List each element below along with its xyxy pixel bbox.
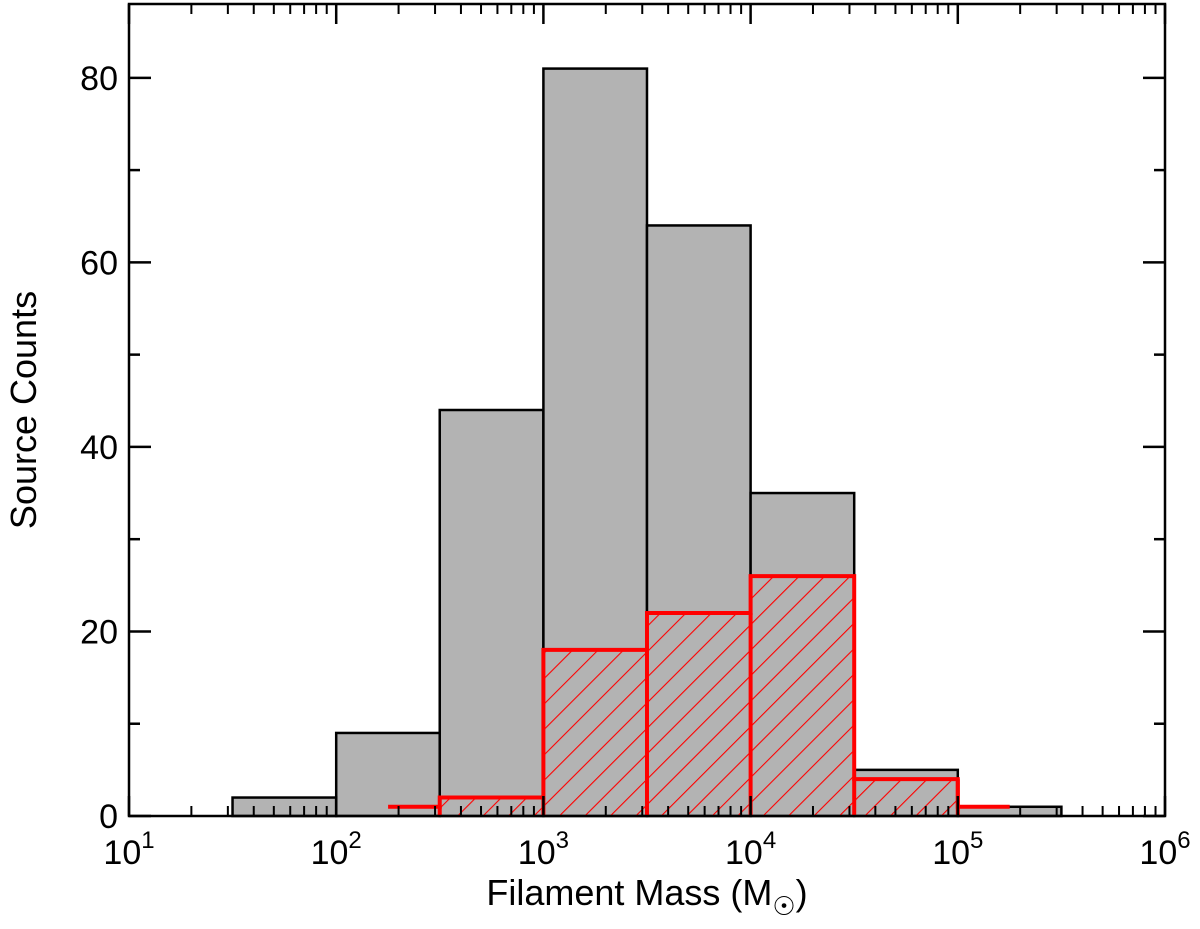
gray-bar-2: [438, 408, 545, 818]
x-tick-label: 104: [725, 827, 776, 872]
gray-bar-1: [334, 731, 441, 818]
red-hatch-fill-3: [646, 613, 751, 816]
x-tick-label: 106: [1139, 827, 1190, 872]
sun-symbol: ☉: [772, 891, 795, 921]
plot-frame: [127, 2, 1167, 818]
y-tick-label: 40: [80, 429, 118, 467]
y-tick-label: 20: [80, 613, 118, 651]
red-hatched-histogram: [388, 574, 1010, 816]
y-tick-labels: 0 20 40 60 80: [80, 60, 118, 836]
y-axis-label: Source Counts: [3, 291, 44, 529]
red-step-outline: [388, 574, 1010, 809]
y-tick-label: 0: [99, 798, 118, 836]
red-hatch-fill-5: [854, 779, 958, 816]
red-hatch-fill-4: [750, 576, 855, 816]
x-tick-label: 102: [311, 827, 362, 872]
y-tick-label: 80: [80, 60, 118, 98]
x-axis-label: Filament Mass (M☉): [486, 872, 807, 921]
y-tick-label: 60: [80, 244, 118, 282]
x-tick-label: 105: [932, 827, 983, 872]
x-tick-labels: 101 102 103 104 105 106: [103, 827, 1190, 872]
red-hatch-fill-1: [439, 797, 544, 816]
gray-bar-0: [231, 796, 338, 818]
x-tick-label: 103: [518, 827, 569, 872]
red-hatch-fill-2: [543, 649, 647, 816]
x-tick-label: 101: [103, 827, 154, 872]
